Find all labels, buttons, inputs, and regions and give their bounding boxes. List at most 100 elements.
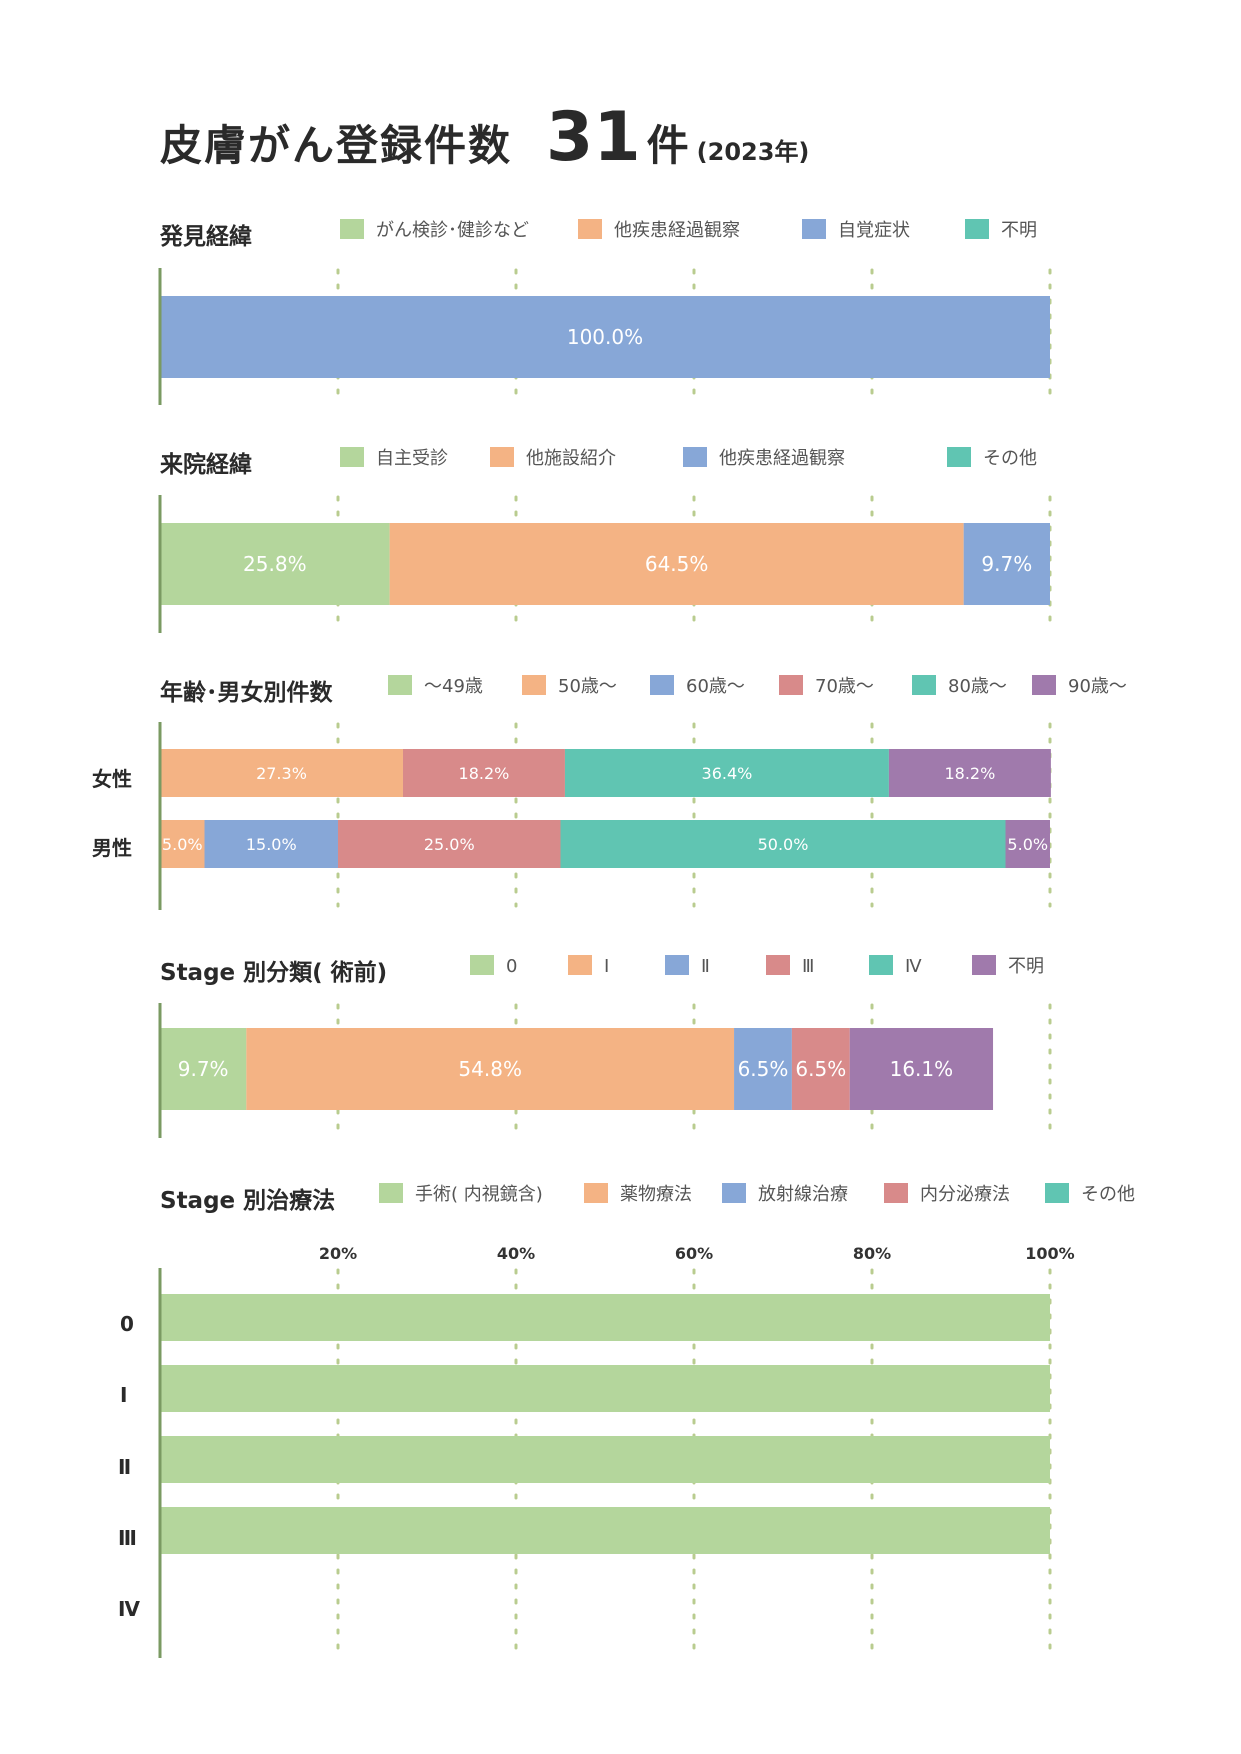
legend-label: Ⅲ	[802, 956, 815, 977]
bar-segment	[204, 820, 338, 868]
legend-swatch	[884, 1183, 908, 1203]
bar-segment	[160, 523, 390, 605]
legend-label: Ⅱ	[701, 956, 710, 977]
legend-swatch	[802, 219, 826, 239]
legend-label: 自主受診	[376, 448, 448, 469]
legend-item: Ⅳ	[869, 955, 922, 979]
data-label: 5.0%	[1007, 835, 1048, 854]
section-title-treatment: Stage 別治療法	[160, 1188, 336, 1214]
bar-segment	[734, 1028, 792, 1110]
data-label: 9.7%	[981, 552, 1032, 576]
legend-swatch	[340, 219, 364, 239]
legend-swatch	[1045, 1183, 1069, 1203]
row-label-male: 男性	[92, 836, 132, 860]
section-title-age-sex: 年齢･男女別件数	[160, 680, 333, 706]
page-title: 皮膚がん登録件数 31 件 (2023年)	[160, 98, 809, 178]
title-text: 皮膚がん登録件数	[160, 121, 513, 170]
data-label: 25.0%	[424, 835, 475, 854]
legend-item: 他疾患経過観察	[578, 219, 740, 243]
legend-item: 90歳～	[1032, 675, 1127, 699]
bar-segment	[160, 749, 403, 797]
legend-item: 80歳～	[912, 675, 1007, 699]
legend-item: Ⅰ	[568, 955, 609, 979]
count-unit: 件	[646, 121, 689, 170]
legend-item: 60歳～	[650, 675, 745, 699]
legend-swatch	[965, 219, 989, 239]
legend-label: 内分泌療法	[920, 1184, 1010, 1205]
legend-swatch	[766, 955, 790, 975]
legend-label: その他	[1081, 1184, 1135, 1205]
bar-segment	[338, 820, 561, 868]
legend-item: がん検診･健診など	[340, 219, 529, 243]
legend-label: 50歳～	[558, 676, 617, 697]
legend-label: がん検診･健診など	[376, 220, 529, 241]
legend-swatch	[388, 675, 412, 695]
bar-segment	[160, 1436, 1050, 1483]
legend-item: 放射線治療	[722, 1183, 848, 1207]
section-title-stage: Stage 別分類( 術前)	[160, 960, 388, 986]
section-title-visit: 来院経緯	[160, 452, 252, 478]
legend-item: 不明	[965, 219, 1037, 243]
legend-label: 不明	[1001, 220, 1037, 241]
legend-swatch	[665, 955, 689, 975]
data-label: 64.5%	[645, 552, 709, 576]
data-label: 6.5%	[738, 1057, 789, 1081]
bar-segment	[963, 523, 1050, 605]
legend-label: 自覚症状	[838, 220, 910, 241]
bar-segment	[791, 1028, 850, 1110]
legend-swatch	[869, 955, 893, 975]
data-label: 9.7%	[178, 1057, 229, 1081]
bar-segment	[849, 1028, 994, 1110]
legend-item: 薬物療法	[584, 1183, 692, 1207]
legend-label: 60歳～	[686, 676, 745, 697]
bar-segment	[389, 523, 964, 605]
data-label: 25.8%	[243, 552, 307, 576]
data-label: 18.2%	[944, 764, 995, 783]
tick-label-20: 20%	[318, 1244, 358, 1263]
legend-label: 他疾患経過観察	[614, 220, 740, 241]
legend-label: 他疾患経過観察	[719, 448, 845, 469]
legend-label: Ⅰ	[604, 956, 610, 977]
legend-item: 他施設紹介	[490, 447, 616, 471]
legend-label: 薬物療法	[620, 1184, 692, 1205]
bar-segment	[160, 1365, 1050, 1412]
legend-swatch	[379, 1183, 403, 1203]
row-label-stage-4: Ⅳ	[118, 1597, 140, 1621]
legend-swatch	[1032, 675, 1056, 695]
legend-swatch	[722, 1183, 746, 1203]
data-label: 54.8%	[458, 1057, 522, 1081]
legend-swatch	[340, 447, 364, 467]
legend-label: 他施設紹介	[526, 448, 616, 469]
legend-label: Ⅳ	[905, 956, 922, 977]
legend-swatch	[578, 219, 602, 239]
data-label: 15.0%	[246, 835, 297, 854]
legend-label: 0	[506, 956, 518, 977]
tick-label-80: 80%	[852, 1244, 892, 1263]
legend-label: 不明	[1008, 956, 1044, 977]
total-count: 31	[546, 98, 641, 177]
tick-label-60: 60%	[674, 1244, 714, 1263]
legend-label: その他	[983, 448, 1037, 469]
data-label: 27.3%	[256, 764, 307, 783]
legend-item: ～49歳	[388, 675, 483, 699]
bar-segment	[160, 820, 205, 868]
legend-item: その他	[1045, 1183, 1135, 1207]
legend-item: 内分泌療法	[884, 1183, 1010, 1207]
legend-swatch	[779, 675, 803, 695]
data-label: 5.0%	[162, 835, 203, 854]
legend-swatch	[650, 675, 674, 695]
legend-item: 70歳～	[779, 675, 874, 699]
data-label: 36.4%	[702, 764, 753, 783]
legend-item: 自覚症状	[802, 219, 910, 243]
bar-segment	[160, 296, 1050, 378]
bar-segment	[160, 1507, 1050, 1554]
legend-swatch	[972, 955, 996, 975]
legend-swatch	[470, 955, 494, 975]
legend-item: 50歳～	[522, 675, 617, 699]
legend-swatch	[490, 447, 514, 467]
legend-label: 90歳～	[1068, 676, 1127, 697]
legend-swatch	[912, 675, 936, 695]
year-label: (2023年)	[696, 138, 810, 166]
tick-label-100: 100%	[1025, 1244, 1075, 1263]
row-label-female: 女性	[92, 767, 132, 791]
